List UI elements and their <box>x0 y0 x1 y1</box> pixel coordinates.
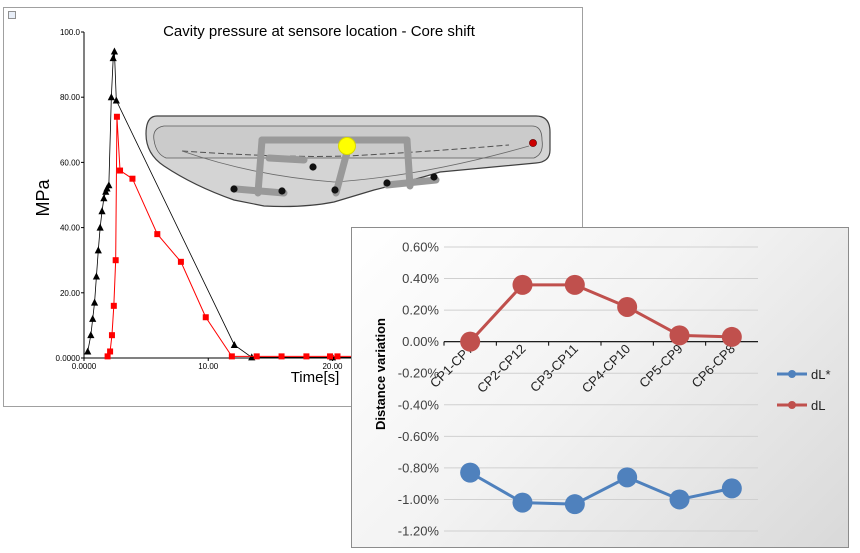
chart2-y-tick-label: 0.00% <box>402 334 439 349</box>
part-inset-image <box>145 115 551 208</box>
cavity-pressure-chart: Cavity pressure at sensore location - Co… <box>3 7 584 407</box>
cavity-pressure-plot: Cavity pressure at sensore location - Co… <box>33 23 584 386</box>
core-frame-shape <box>232 136 440 197</box>
chart1-triangle-marker <box>84 347 92 355</box>
chart2-legend-label: dL <box>811 398 825 413</box>
chart1-title: Cavity pressure at sensore location - Co… <box>163 23 476 40</box>
chart1-y-tick-label: 80.00 <box>60 93 81 102</box>
chart1-square-marker <box>129 175 136 182</box>
chart2-data-point <box>512 492 533 513</box>
chart1-triangle-marker <box>94 246 102 254</box>
chart2-category-label: CP5-CP9 <box>636 341 685 390</box>
chart1-square-marker <box>278 353 285 360</box>
chart1-triangle-marker <box>109 54 117 62</box>
chart2-series-line <box>469 283 732 343</box>
chart1-triangle-marker <box>96 223 104 231</box>
chart1-square-marker <box>202 314 209 321</box>
chart1-xlabel: Time[s] <box>291 369 340 386</box>
chart1-x-tick-label: 0.0000 <box>72 362 97 371</box>
chart2-y-tick-label: 0.60% <box>402 240 439 255</box>
chart1-square-marker <box>110 302 117 309</box>
chart2-category-label: CP6-CP8 <box>689 341 738 390</box>
chart1-triangle-marker <box>112 96 120 104</box>
chart2-y-tick-label: -0.80% <box>398 460 440 475</box>
part-lower-contour <box>181 145 530 183</box>
chart2-data-point <box>669 489 690 510</box>
chart2-y-tick-label: 0.40% <box>402 271 439 286</box>
chart1-y-tick-label: 100.0 <box>60 28 81 37</box>
chart1-square-marker <box>107 348 114 355</box>
chart1-square-marker <box>113 113 120 120</box>
chart2-ylabel: Distance variation <box>373 318 388 430</box>
chart1-y-tick-label: 40.00 <box>60 224 81 233</box>
chart1-y-tick-label: 20.00 <box>60 289 81 298</box>
chart1-square-marker <box>334 353 341 360</box>
chart1-triangle-marker <box>89 314 97 322</box>
chart1-square-marker <box>253 353 260 360</box>
chart2-data-point <box>617 296 638 317</box>
chart2-category-label: CP3-CP11 <box>527 341 581 395</box>
chart2-y-tick-label: -0.40% <box>398 397 440 412</box>
chart1-triangle-marker <box>90 298 99 306</box>
chart1-square-marker <box>154 231 161 238</box>
distance-variation-plot: -1.20% -1.00% -0.80% -0.60% -0.40% -0.20% 0.00… <box>373 240 831 539</box>
chart1-square-marker <box>327 353 334 360</box>
chart2-y-tick-label: -0.20% <box>398 366 440 381</box>
sensor-point-red <box>529 139 537 147</box>
chart1-square-marker <box>117 167 124 174</box>
chart1-square-marker <box>177 258 184 265</box>
distance-variation-chart: -1.20% -1.00% -0.80% -0.60% -0.40% -0.20% 0.00… <box>351 227 849 548</box>
chart2-data-point <box>512 274 533 295</box>
chart2-y-tick-label: -1.20% <box>398 524 440 539</box>
chart2-data-point <box>564 274 585 295</box>
chart1-square-marker <box>104 353 111 360</box>
chart1-y-tick-label: 0.0000 <box>56 354 81 363</box>
chart2-legend-marker <box>788 401 796 409</box>
chart2-data-point <box>617 467 638 488</box>
chart1-triangle-marker <box>105 181 113 189</box>
chart2-data-point <box>669 325 690 346</box>
chart1-x-tick-label: 10.00 <box>198 362 219 371</box>
chart2-data-point <box>721 478 742 499</box>
chart1-square-marker <box>108 332 115 339</box>
chart2-data-point <box>721 326 742 347</box>
sensor-location-highlight <box>338 137 356 155</box>
chart2-y-tick-label: -0.60% <box>398 429 440 444</box>
chart1-triangle-marker <box>110 47 119 55</box>
chart1-ylabel: MPa <box>33 179 53 217</box>
chart2-legend-marker <box>788 370 796 378</box>
chart1-x-tick-label: 20.00 <box>322 362 343 371</box>
chart2-y-tick-label: 0.20% <box>402 303 439 318</box>
chart1-triangle-marker <box>87 331 95 339</box>
chart2-legend-label: dL* <box>811 367 831 382</box>
chart1-triangle-marker <box>98 207 106 215</box>
chart1-square-marker <box>228 353 235 360</box>
chart-window-icon <box>8 11 16 19</box>
chart1-square-marker <box>303 353 310 360</box>
chart2-legend: dL* dL <box>777 367 831 413</box>
chart2-y-tick-label: -1.00% <box>398 492 440 507</box>
chart1-triangle-marker <box>92 272 101 280</box>
chart1-triangle-marker <box>107 93 115 101</box>
chart2-data-point <box>460 331 481 352</box>
chart2-category-label: CP4-CP10 <box>579 341 634 396</box>
chart1-square-marker <box>112 257 119 264</box>
chart2-data-point <box>564 494 585 515</box>
chart1-y-tick-label: 60.00 <box>60 158 81 167</box>
chart1-triangle-marker <box>100 194 108 202</box>
chart2-data-point <box>460 462 481 483</box>
sensor-points-black <box>230 163 438 195</box>
chart2-category-label: CP2-CP12 <box>474 341 529 396</box>
chart1-triangle-marker <box>230 340 238 348</box>
